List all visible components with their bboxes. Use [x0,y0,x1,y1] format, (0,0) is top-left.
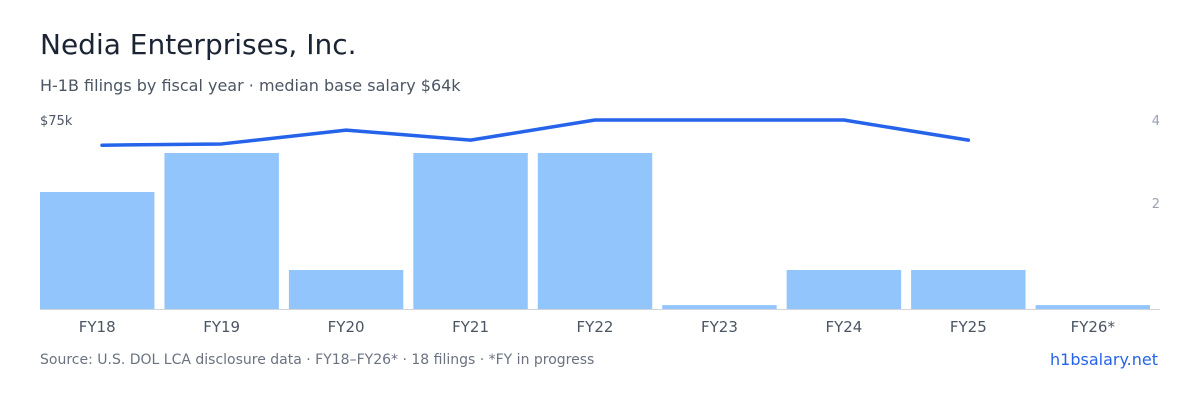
chart-subtitle: H-1B filings by fiscal year · median bas… [40,76,461,95]
x-tick-labels: FY18 FY19 FY20 FY21 FY22 FY23 FY24 FY25 FY26* [79,318,1116,336]
bar-fy23 [662,305,777,309]
x-tick-label: FY23 [701,318,738,336]
x-tick-label: FY22 [577,318,614,336]
x-tick-label: FY21 [452,318,489,336]
x-tick-label: FY26* [1071,318,1116,336]
bar-fy21 [413,153,528,309]
bar-fy20 [288,270,404,309]
left-axis-tick-label: $75k [40,114,73,129]
chart-title: Nedia Enterprises, Inc. [40,28,357,61]
bar-fy26 [1035,305,1150,309]
bar-fy22 [537,153,653,309]
salary-line [100,118,971,147]
bar-series [40,153,1150,309]
x-tick-label: FY25 [950,318,987,336]
x-tick-label: FY19 [203,318,240,336]
right-axis-tick-4: 4 [1152,114,1160,129]
right-axis-tick-labels: 42 [1152,114,1160,212]
bar-fy19 [164,153,279,309]
x-tick-label: FY20 [328,318,365,336]
x-tick-label: FY24 [825,318,862,336]
bar-fy18 [40,192,155,309]
x-tick-label: FY18 [79,318,116,336]
bar-fy25 [911,270,1026,309]
footer-brand-link[interactable]: h1bsalary.net [1050,350,1158,369]
right-axis-tick-2: 2 [1152,197,1160,212]
salary-line-series [100,118,971,147]
bar-fy24 [786,270,902,309]
footer-source: Source: U.S. DOL LCA disclosure data · F… [40,352,595,368]
